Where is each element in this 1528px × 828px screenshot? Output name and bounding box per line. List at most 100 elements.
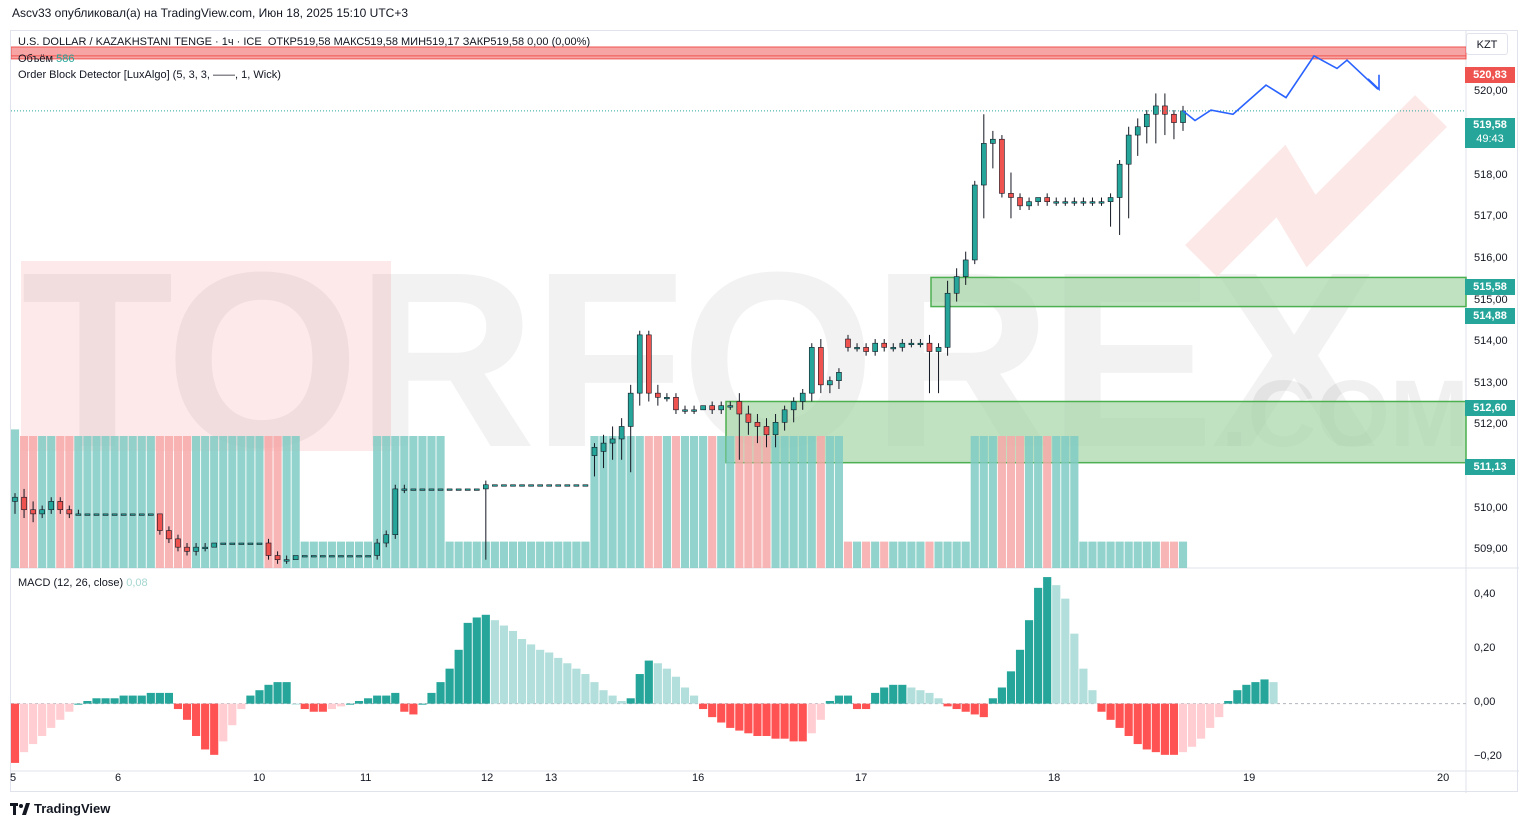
volume-bar xyxy=(898,541,907,568)
candle-body xyxy=(338,555,344,558)
candle-body xyxy=(66,509,73,515)
macd-bar xyxy=(1178,703,1188,753)
candle-body xyxy=(1080,201,1087,204)
time-tick-label: 19 xyxy=(1243,772,1256,784)
candle-body xyxy=(799,392,806,402)
candle-body xyxy=(501,484,507,487)
volume-bar xyxy=(246,436,255,568)
volume-bar xyxy=(662,436,671,568)
candle-body xyxy=(772,422,779,436)
candle-body xyxy=(238,542,245,545)
volume-bar xyxy=(137,436,146,568)
volume-bar xyxy=(400,436,409,568)
symbol-name[interactable]: U.S. DOLLAR / KAZAKHSTANI TENGE · 1ч · I… xyxy=(18,36,262,48)
macd-bar xyxy=(19,703,29,753)
volume-bar xyxy=(228,436,237,568)
macd-bar xyxy=(590,682,599,704)
candle-body xyxy=(274,555,281,560)
candle-body xyxy=(446,488,453,491)
macd-bar xyxy=(1088,690,1097,704)
macd-bar xyxy=(1151,703,1160,753)
macd-bar xyxy=(735,703,744,731)
volume-legend[interactable]: Объём 586 xyxy=(18,53,74,65)
time-tick-label: 18 xyxy=(1048,772,1061,784)
macd-bar xyxy=(862,703,871,710)
macd-bar xyxy=(309,703,318,712)
macd-bar xyxy=(219,703,228,742)
candle-body xyxy=(917,342,924,346)
volume-bar xyxy=(527,541,536,568)
macd-bar xyxy=(499,625,509,704)
price-tag-ob2-top: 512,60 xyxy=(1465,400,1515,416)
candle-body xyxy=(166,530,172,540)
volume-bar xyxy=(300,541,309,568)
macd-bar xyxy=(83,700,92,704)
volume-bar xyxy=(155,436,164,568)
macd-bar xyxy=(762,703,771,736)
macd-legend[interactable]: MACD (12, 26, close) 0,08 xyxy=(18,577,148,589)
macd-bar xyxy=(536,649,545,704)
volume-value: 586 xyxy=(56,53,75,65)
volume-bar xyxy=(273,436,282,568)
price-tag-ob1-bottom: 514,88 xyxy=(1465,308,1515,324)
volume-bar xyxy=(581,541,590,568)
candle-body xyxy=(1008,193,1014,198)
candle-body xyxy=(981,143,987,186)
macd-bar xyxy=(871,692,880,704)
candle-body xyxy=(202,546,208,549)
candle-body xyxy=(410,488,417,491)
indicator-legend[interactable]: Order Block Detector [LuxAlgo] (5, 3, 3,… xyxy=(18,69,281,81)
macd-bar xyxy=(436,682,445,704)
chart-panel[interactable]: TORFOREX.COM xyxy=(10,30,1519,793)
volume-bar xyxy=(318,541,327,568)
macd-bar xyxy=(291,703,300,705)
candle-body xyxy=(655,392,661,398)
candle-body xyxy=(229,542,236,545)
volume-bar xyxy=(210,436,219,568)
forecast-path xyxy=(1182,54,1379,122)
candle-body xyxy=(292,555,299,560)
macd-tick-label: 0,00 xyxy=(1474,695,1496,708)
candle-body xyxy=(627,392,634,427)
macd-bar xyxy=(300,703,309,710)
candle-body xyxy=(93,513,100,516)
candle-body xyxy=(1116,163,1123,198)
macd-bar xyxy=(336,703,346,707)
macd-bar xyxy=(345,703,355,705)
candle-body xyxy=(845,338,851,348)
macd-bar xyxy=(1052,585,1061,704)
volume-bar xyxy=(101,436,110,568)
candle-body xyxy=(120,513,127,516)
candle-body xyxy=(383,534,390,544)
candle-body xyxy=(600,442,607,452)
candle-body xyxy=(48,501,55,511)
candle-body xyxy=(645,334,652,394)
chart-canvas[interactable]: TORFOREX.COM xyxy=(11,31,1519,793)
macd-bar xyxy=(599,690,608,704)
volume-bar xyxy=(427,436,436,568)
macd-bar xyxy=(192,703,201,736)
candle-body xyxy=(664,397,670,400)
volume-bar xyxy=(880,541,889,568)
candle-body xyxy=(881,342,888,348)
price-tick-label: 516,00 xyxy=(1474,251,1508,264)
volume-bar xyxy=(708,436,717,568)
volume-bar xyxy=(816,436,825,568)
volume-bar xyxy=(1015,436,1025,568)
volume-bar xyxy=(74,436,83,568)
candle-body xyxy=(1153,105,1159,115)
currency-button[interactable]: KZT xyxy=(1466,33,1508,55)
macd-bar xyxy=(717,703,726,723)
candle-body xyxy=(754,422,761,427)
candle-body xyxy=(609,438,616,444)
macd-bar xyxy=(418,703,427,705)
macd-bar xyxy=(56,703,65,720)
candle-body xyxy=(148,513,154,516)
tradingview-logo[interactable]: TradingView xyxy=(10,801,110,816)
volume-bar xyxy=(364,541,373,568)
volume-bar xyxy=(201,436,210,568)
macd-bar xyxy=(780,703,789,739)
macd-bar xyxy=(490,620,499,704)
volume-bar xyxy=(1097,541,1106,568)
candle-body xyxy=(329,555,335,558)
